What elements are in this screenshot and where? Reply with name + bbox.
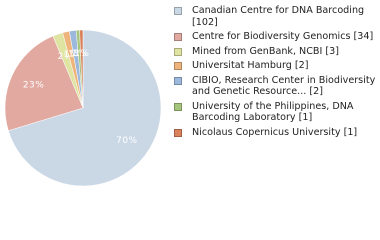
legend-item: Mined from GenBank, NCBI [3] <box>172 46 377 58</box>
legend-label: Nicolaus Copernicus University [1] <box>192 126 358 138</box>
legend-swatch <box>174 76 182 85</box>
slice-label: 1% <box>72 49 87 59</box>
legend: Canadian Centre for DNA Barcoding [102] C… <box>172 5 377 141</box>
pie-slice <box>4 35 84 132</box>
slice-label: 1% <box>68 49 83 59</box>
legend-item: CIBIO, Research Center in Biodiversity a… <box>172 75 377 98</box>
legend-swatch <box>174 128 182 137</box>
slice-label: 23% <box>23 80 45 90</box>
legend-swatch <box>174 33 182 41</box>
pie-slice <box>8 29 162 187</box>
legend-label: CIBIO, Research Center in Biodiversity a… <box>192 74 376 98</box>
legend-item: University of the Philippines, DNA Barco… <box>172 101 377 124</box>
legend-label: Centre for Biodiversity Genomics [34] <box>192 31 374 42</box>
legend-swatch <box>174 7 182 15</box>
pie-slice <box>79 29 84 109</box>
legend-item: Universitat Hamburg [2] <box>172 60 377 72</box>
legend-item: Canadian Centre for DNA Barcoding [102] <box>172 5 377 28</box>
slice-label: 2% <box>58 52 73 62</box>
slice-label: 70% <box>116 136 138 146</box>
pie-chart: 70%23%2%1%1%1%1% <box>4 29 162 187</box>
legend-swatch <box>174 47 182 56</box>
legend-label: Canadian Centre for DNA Barcoding [102] <box>192 5 365 28</box>
legend-label: Mined from GenBank, NCBI [3] <box>192 45 339 57</box>
legend-swatch <box>174 102 182 111</box>
legend-item: Centre for Biodiversity Genomics [34] <box>172 31 377 43</box>
legend-item: Nicolaus Copernicus University [1] <box>172 127 377 139</box>
legend-swatch <box>174 62 182 70</box>
legend-label: Universitat Hamburg [2] <box>192 60 309 71</box>
slice-label: 1% <box>74 49 89 59</box>
legend-label: University of the Philippines, DNA Barco… <box>192 100 354 124</box>
slice-label: 1% <box>63 50 78 60</box>
